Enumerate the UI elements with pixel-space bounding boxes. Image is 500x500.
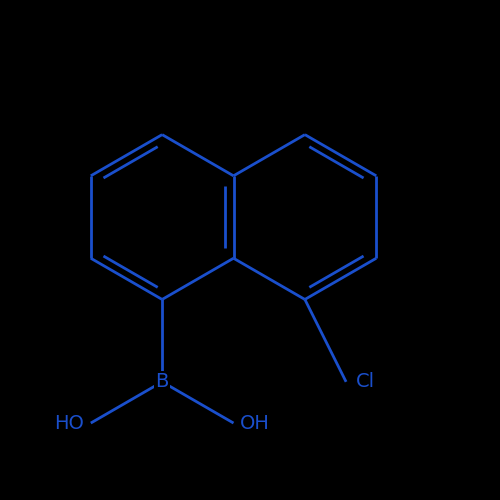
Text: B: B [156, 372, 169, 392]
Text: Cl: Cl [356, 372, 375, 392]
Text: HO: HO [54, 414, 84, 432]
Text: OH: OH [240, 414, 270, 432]
